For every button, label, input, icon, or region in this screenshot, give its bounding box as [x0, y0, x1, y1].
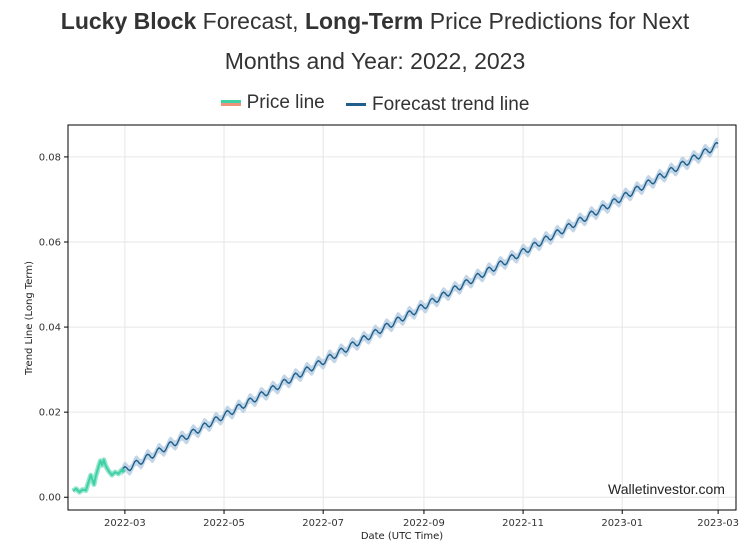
forecast-band-area [121, 137, 719, 477]
title-bold-coin: Lucky Block [60, 8, 197, 34]
x-tick-label: 2022-03 [104, 518, 146, 529]
legend-forecast-label: Forecast trend line [372, 93, 530, 115]
y-tick-label: 0.08 [39, 152, 61, 163]
title-text-2: Price Predictions for Next [423, 8, 690, 34]
title-line-2: Months and Year: 2022, 2023 [224, 48, 526, 74]
legend-item-forecast: Forecast trend line [346, 94, 529, 116]
x-tick-label: 2022-09 [403, 518, 445, 529]
forecast-confidence-band [121, 137, 719, 477]
price-line-swatch [220, 100, 241, 106]
y-tick-label: 0.04 [39, 323, 61, 334]
x-axis-ticks: 2022-03 2022-05 2022-07 2022-09 2022-11 2023-… [104, 510, 739, 529]
forecast-line-swatch [346, 103, 367, 106]
grid-lines [68, 125, 736, 510]
chart-legend: Price line Forecast trend line [0, 90, 750, 116]
price-line [72, 458, 126, 494]
series-lines [71, 141, 719, 495]
legend-price-label: Price line [246, 92, 325, 113]
forecast-trend-line [120, 141, 719, 473]
y-tick-label: 0.06 [39, 237, 61, 248]
x-axis-label: Date (UTC Time) [361, 531, 443, 542]
x-tick-label: 2022-05 [203, 518, 245, 529]
y-axis-ticks: 0.00 0.02 0.04 0.06 0.08 [39, 152, 68, 504]
x-tick-label: 2022-11 [502, 518, 544, 529]
title-text-1: Forecast, [196, 8, 305, 34]
y-axis-label: Trend Line (Long Term) [24, 261, 35, 376]
plot-frame [67, 124, 737, 511]
y-tick-label: 0.02 [39, 408, 61, 419]
title-bold-term: Long-Term [304, 8, 424, 34]
watermark-text: Walletinvestor.com [608, 481, 725, 497]
x-tick-label: 2023-01 [601, 518, 643, 529]
x-tick-label: 2023-03 [697, 518, 739, 529]
legend-item-price: Price line [220, 92, 325, 114]
title-line-1: Lucky Block Forecast, Long-Term Price Pr… [0, 4, 750, 38]
x-tick-label: 2022-07 [302, 518, 344, 529]
chart-title: Lucky Block Forecast, Long-Term Price Pr… [0, 4, 750, 78]
y-tick-label: 0.00 [39, 493, 61, 504]
